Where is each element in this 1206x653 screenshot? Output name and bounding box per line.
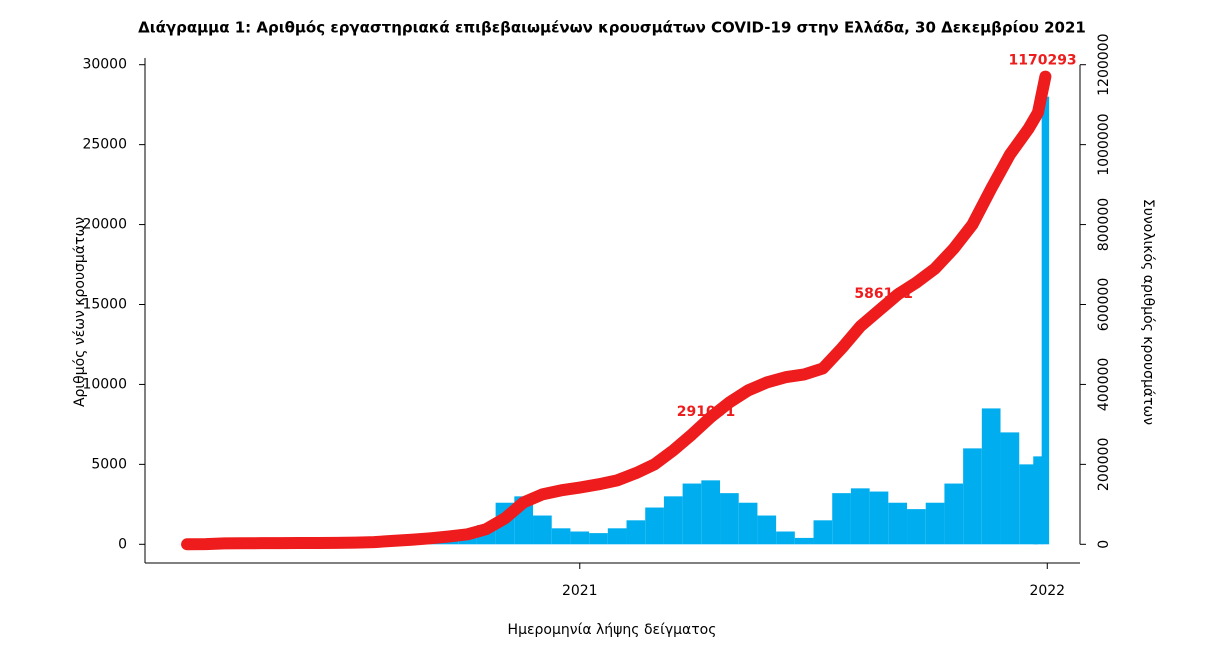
- bar: [607, 528, 627, 545]
- cumulative-line: [181, 70, 1052, 551]
- annotation: 586161: [854, 286, 912, 302]
- bar: [1033, 456, 1043, 545]
- bar: [533, 515, 552, 545]
- chart-title: Διάγραμμα 1: Αριθμός εργαστηριακά επιβεβ…: [138, 19, 1086, 37]
- y-tick-label: 25000: [82, 137, 127, 153]
- y2-tick-label: 1000000: [1096, 113, 1112, 175]
- bar: [776, 531, 795, 545]
- bar: [645, 507, 664, 545]
- bar: [925, 502, 945, 545]
- y2-tick-label: 400000: [1096, 358, 1112, 411]
- y-axis-label: Αριθμός νέων κρουσμάτων: [72, 217, 88, 407]
- y2-tick-label: 600000: [1096, 278, 1112, 331]
- y-tick-label: 15000: [82, 297, 127, 313]
- annotation: 1170293: [1008, 53, 1076, 69]
- bar: [551, 528, 571, 545]
- y-tick-label: 10000: [82, 376, 127, 392]
- bar: [589, 533, 608, 545]
- y2-tick-label: 0: [1096, 540, 1112, 549]
- bar: [888, 502, 908, 545]
- y-tick-label: 0: [118, 536, 127, 552]
- bar: [981, 408, 1001, 545]
- bar: [757, 515, 777, 545]
- bar: [832, 493, 851, 545]
- bar: [720, 493, 739, 545]
- x-axis-label: Ημερομηνία λήψης δείγματος: [508, 622, 717, 638]
- bar: [1000, 432, 1020, 545]
- y2-tick-label: 800000: [1096, 198, 1112, 251]
- y2-axis-label: Συνολικός αριθμός κρουσμάτων: [1140, 199, 1156, 425]
- bar: [963, 448, 982, 545]
- bar: [944, 483, 964, 545]
- x-tick-label: 2021: [562, 583, 598, 599]
- bar: [682, 483, 702, 545]
- bar: [907, 509, 926, 545]
- bar: [570, 531, 590, 545]
- bar: [626, 520, 646, 545]
- bar: [738, 502, 758, 545]
- bar: [701, 480, 721, 545]
- annotation: 291051: [677, 404, 735, 420]
- bar: [813, 520, 833, 545]
- y-tick-label: 30000: [82, 57, 127, 73]
- y2-tick-label: 1200000: [1096, 34, 1112, 96]
- y-tick-label: 5000: [91, 456, 127, 472]
- bar: [663, 496, 683, 545]
- bar: [794, 537, 814, 545]
- bar: [1041, 96, 1050, 545]
- bar: [850, 488, 870, 545]
- x-tick-label: 2022: [1029, 583, 1065, 599]
- y-tick-label: 20000: [82, 217, 127, 233]
- bar: [869, 491, 889, 545]
- y2-tick-label: 200000: [1096, 438, 1112, 491]
